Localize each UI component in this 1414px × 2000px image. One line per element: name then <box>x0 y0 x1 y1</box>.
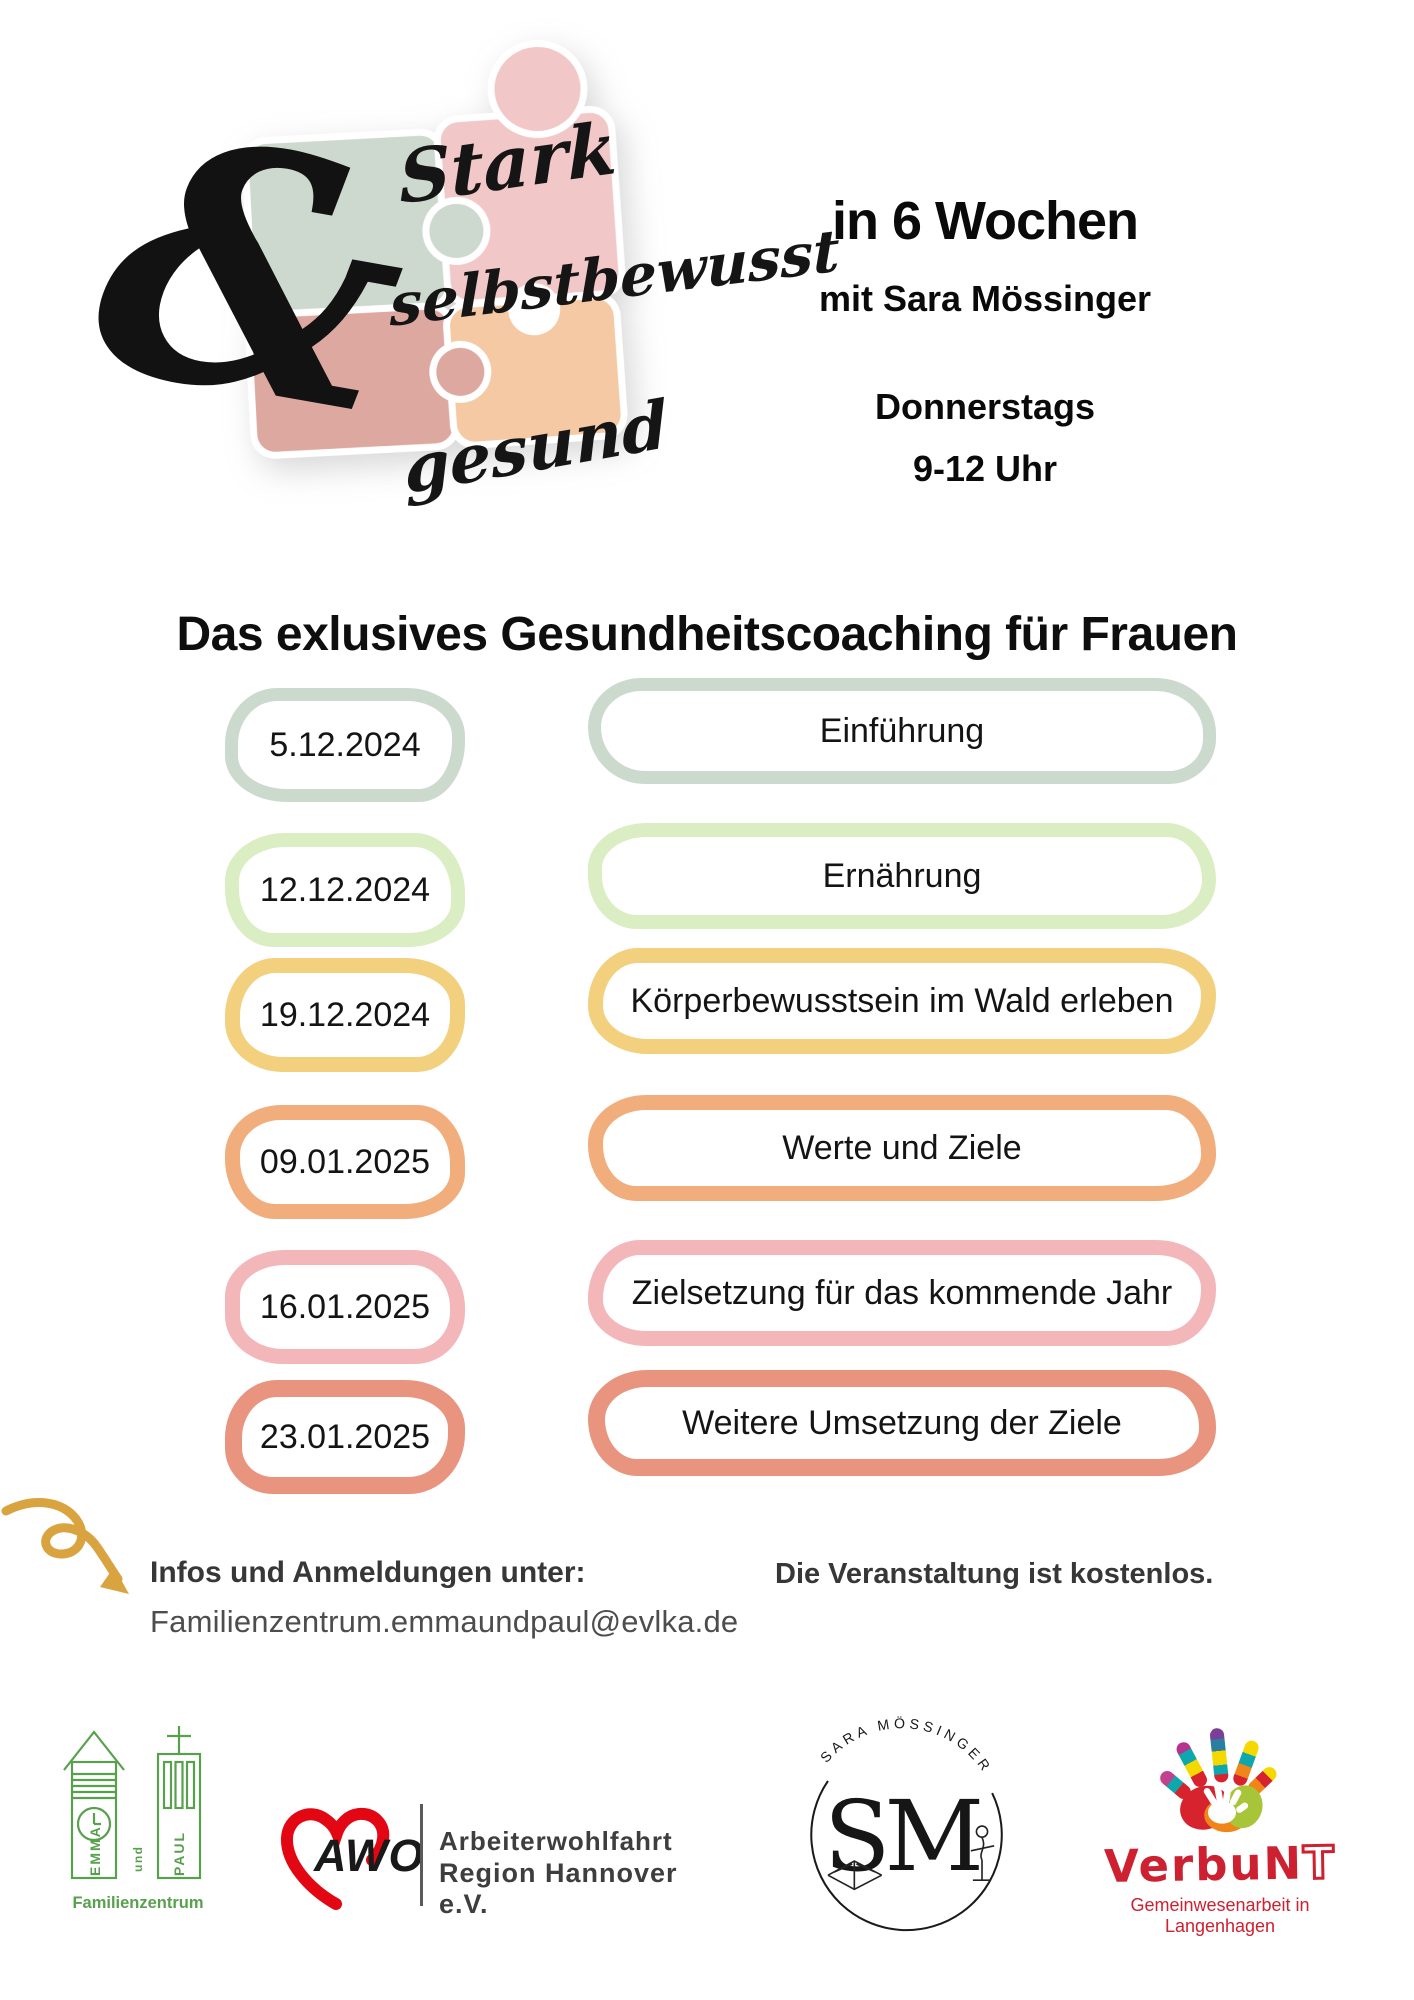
verbunt-logo: VerbuNT Gemeinwesenarbeit in Langenhagen <box>1095 1712 1346 1936</box>
session-date: 19.12.2024 <box>259 995 431 1034</box>
awo-heart-icon <box>281 1808 390 1910</box>
course-facts: in 6 Wochen mit Sara Mössinger Donnersta… <box>770 190 1200 492</box>
verbunt-name-outline-t: T <box>1301 1834 1338 1891</box>
course-coach: mit Sara Mössinger <box>818 278 1152 320</box>
date-badge: 5.12.2024 <box>225 688 465 802</box>
course-duration: in 6 Wochen <box>831 191 1139 251</box>
colorful-hand-icon <box>1160 1728 1277 1833</box>
curly-arrow-icon <box>1 1498 129 1594</box>
course-weekday: Donnerstags <box>874 386 1096 428</box>
verbunt-tagline: Gemeinwesenarbeit in Langenhagen <box>1130 1895 1310 1936</box>
left-tower <box>70 1760 118 1880</box>
tower-label-emma: EMMA <box>87 1825 103 1876</box>
topic-badge: Zielsetzung für das kommende Jahr <box>588 1240 1216 1346</box>
session-topic: Ernährung <box>822 856 982 895</box>
topic-badge: Körperbewusstsein im Wald erleben <box>588 948 1216 1054</box>
date-badge: 16.01.2025 <box>225 1250 465 1364</box>
contact-email: Familienzentrum.emmaundpaul@evlka.de <box>150 1604 739 1639</box>
tower-label-paul: PAUL <box>171 1831 187 1876</box>
tower-label-und: und <box>131 1846 145 1873</box>
awo-divider <box>420 1804 423 1906</box>
topic-badge: Werte und Ziele <box>588 1095 1216 1201</box>
svg-text:SARA MÖSSINGER: SARA MÖSSINGER <box>818 1714 995 1777</box>
session-topic: Weitere Umsetzung der Ziele <box>682 1403 1122 1442</box>
session-date: 23.01.2025 <box>259 1417 431 1456</box>
date-badge: 23.01.2025 <box>225 1380 465 1494</box>
familienzentrum-caption: Familienzentrum <box>72 1894 203 1912</box>
sm-monogram: SM <box>824 1780 980 1893</box>
info-label: Infos und Anmeldungen unter: <box>150 1556 586 1589</box>
awo-acronym: AWO <box>314 1830 425 1881</box>
session-topic: Werte und Ziele <box>782 1128 1022 1167</box>
session-topic: Einführung <box>819 711 985 750</box>
book-icon <box>827 1860 883 1891</box>
session-topic: Körperbewusstsein im Wald erleben <box>630 981 1174 1020</box>
date-badge: 12.12.2024 <box>225 833 465 947</box>
session-date: 5.12.2024 <box>269 725 421 764</box>
page-title: Das exlusives Gesundheitscoaching für Fr… <box>176 608 1239 662</box>
familienzentrum-logo: EMMA und PAUL Familienzentrum <box>63 1726 204 1912</box>
white-handprint <box>1203 1783 1249 1824</box>
awo-logo: AWO Arbeiterwohlfahrt Region Hannover e.… <box>278 1798 718 1919</box>
free-event-note: Die Veranstaltung ist kostenlos. <box>775 1558 1214 1590</box>
awo-org-line1: Arbeiterwohlfahrt <box>439 1826 673 1856</box>
topic-badge: Einführung <box>588 678 1216 784</box>
session-date: 12.12.2024 <box>259 870 431 909</box>
verbunt-wordmark: VerbuNT <box>1095 1834 1346 1894</box>
topic-badge: Weitere Umsetzung der Ziele <box>588 1370 1216 1476</box>
session-date: 16.01.2025 <box>259 1287 431 1326</box>
awo-org-line2: Region Hannover e.V. <box>439 1858 678 1919</box>
ballet-figure-icon <box>970 1825 995 1882</box>
course-time: 9-12 Uhr <box>912 448 1058 490</box>
verbunt-name-main: VerbuN <box>1103 1836 1304 1894</box>
ampersand-glyph: & <box>73 57 435 491</box>
topic-badge: Ernährung <box>588 823 1216 929</box>
sara-moessinger-logo: SARA MÖSSINGER SM <box>810 1714 1003 1932</box>
date-badge: 09.01.2025 <box>225 1105 465 1219</box>
session-topic: Zielsetzung für das kommende Jahr <box>631 1273 1173 1312</box>
date-badge: 19.12.2024 <box>225 958 465 1072</box>
session-date: 09.01.2025 <box>259 1142 431 1181</box>
sm-arc-text: SARA MÖSSINGER <box>818 1714 991 1777</box>
